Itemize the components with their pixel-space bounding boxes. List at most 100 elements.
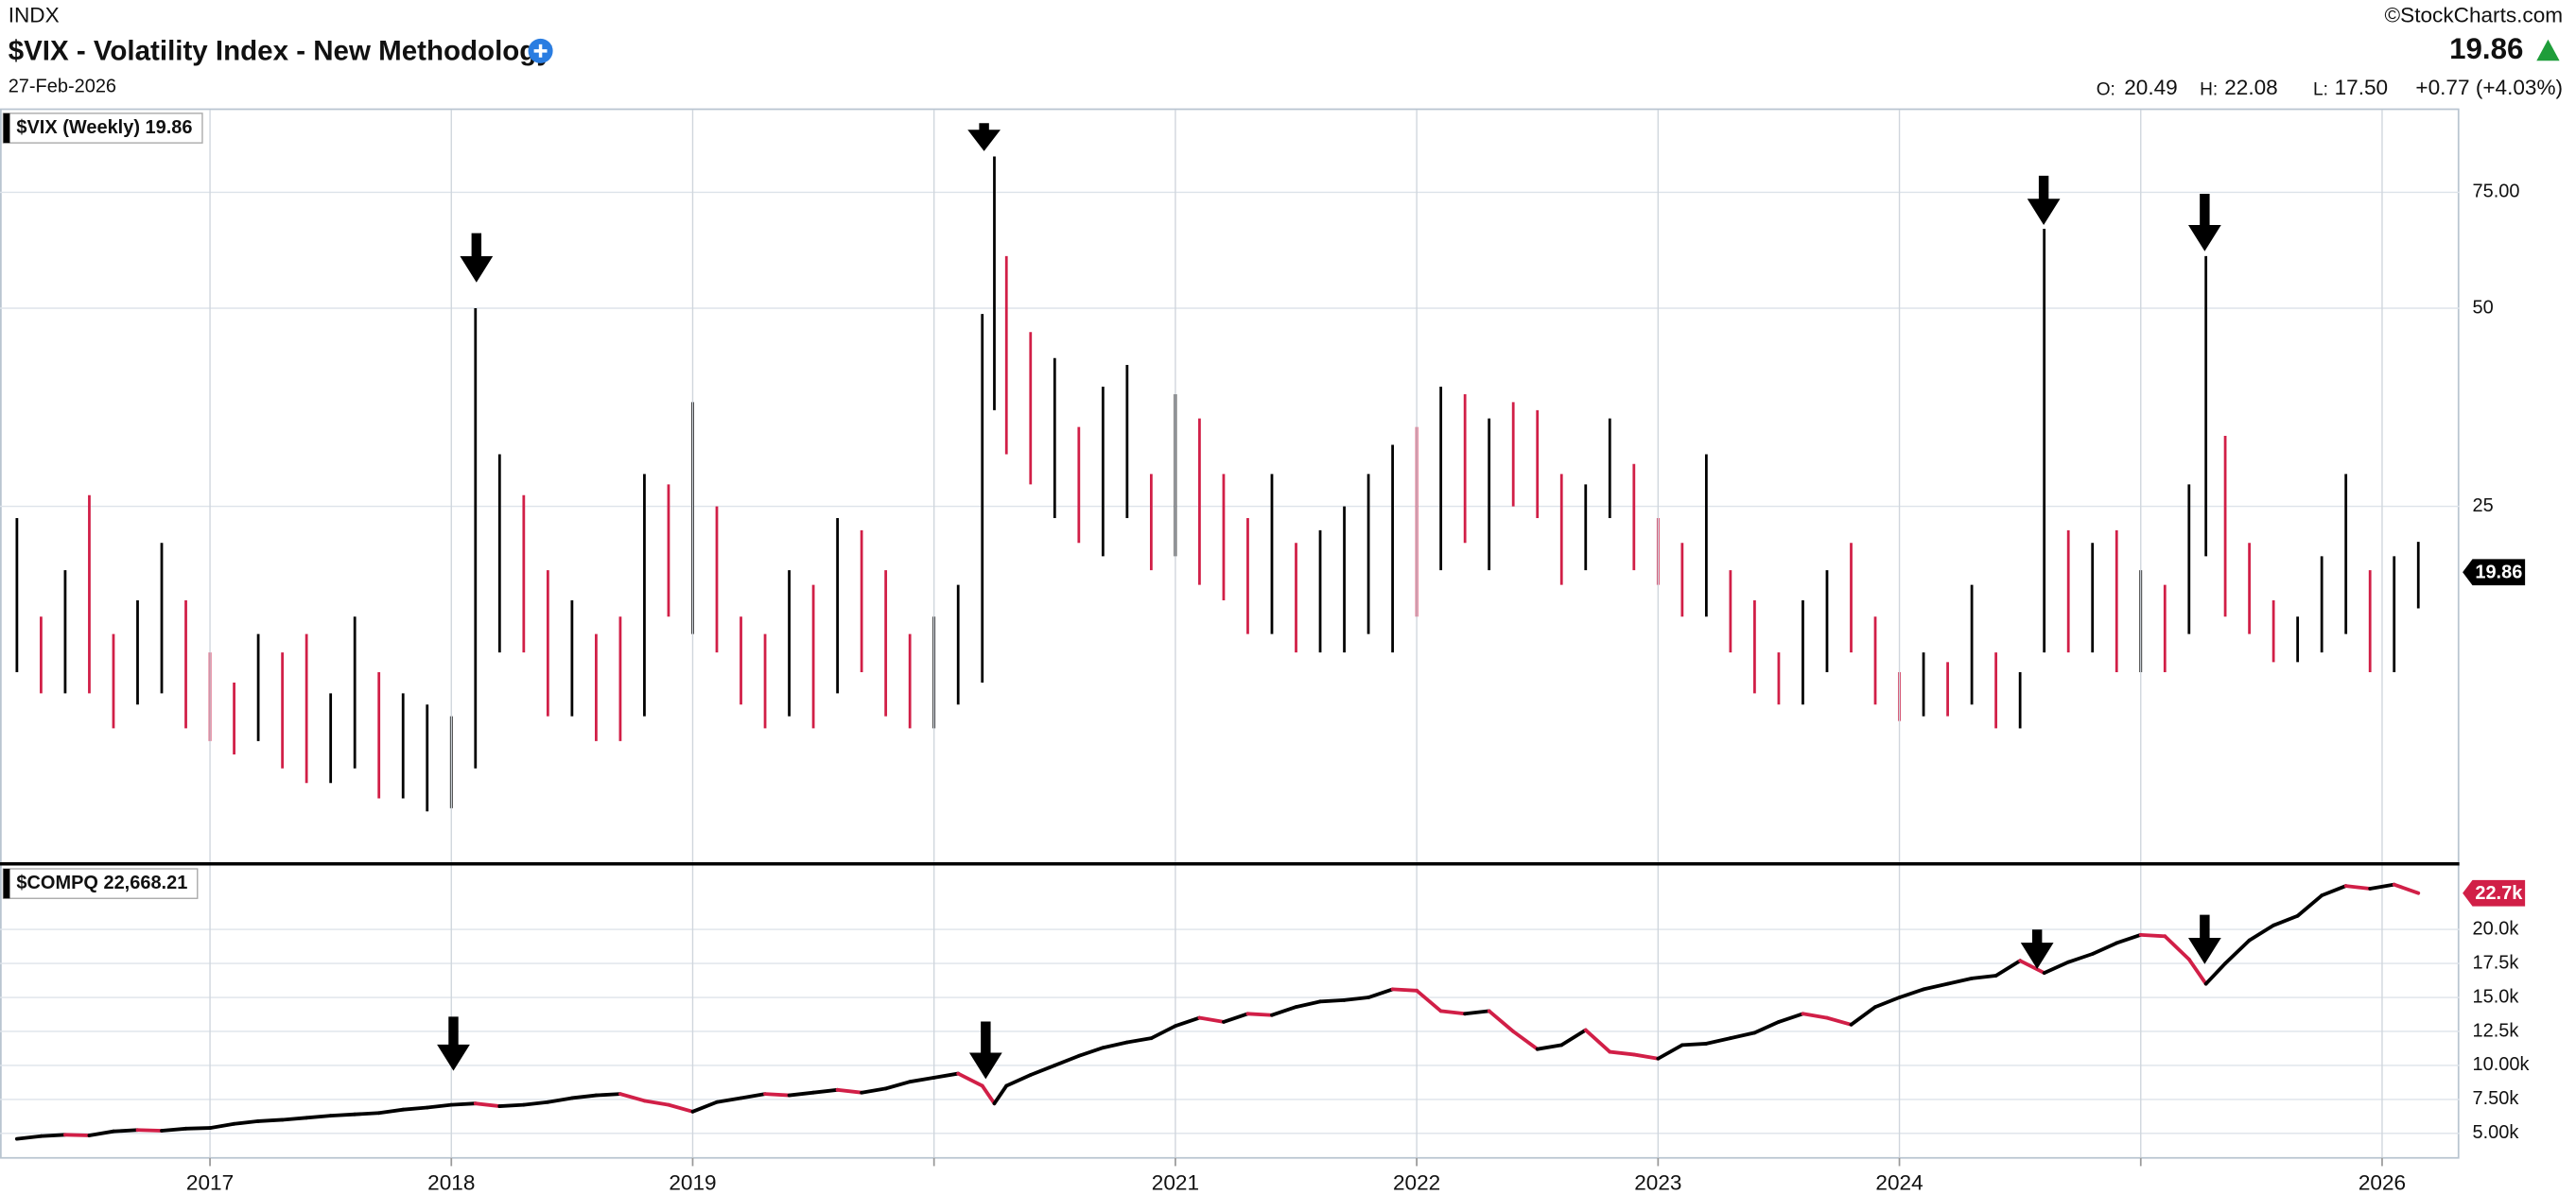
line-segment <box>1463 1009 1491 1016</box>
last-value-flag <box>2463 879 2526 907</box>
high-value: 22.08 <box>2224 76 2278 99</box>
line-segment <box>401 1105 429 1112</box>
line-segment <box>1704 1036 1732 1046</box>
last-price: 19.86 <box>2449 32 2523 65</box>
line-segment <box>1173 1015 1202 1029</box>
line-segment <box>1101 1040 1129 1050</box>
line-segment <box>256 1117 285 1123</box>
arrow <box>460 233 494 283</box>
panel-title-box <box>2 868 199 899</box>
line-segment <box>521 1100 550 1107</box>
line-segment <box>425 1102 454 1110</box>
panel-title: $VIX (Weekly) 19.86 <box>16 117 192 138</box>
y-tick-label: 75.00 <box>2473 182 2520 202</box>
line-segment <box>160 1126 188 1133</box>
line-segment <box>1752 1020 1781 1035</box>
line-segment <box>1342 996 1370 1002</box>
line-segment <box>1993 959 2023 978</box>
change: +0.77 (+4.03%) <box>2415 76 2563 99</box>
line-segment <box>1608 1049 1636 1057</box>
brand: ©StockCharts.com <box>2385 3 2564 26</box>
line-segment <box>1294 999 1322 1010</box>
line-segment <box>2138 932 2167 939</box>
line-segment <box>1970 974 1998 980</box>
line-segment <box>1415 988 1443 1013</box>
line-segment <box>2320 884 2348 898</box>
y-tick-label: 7.50k <box>2473 1088 2520 1109</box>
line-segment <box>690 1100 719 1114</box>
line-segment <box>715 1096 743 1104</box>
line-segment <box>1777 1012 1805 1024</box>
line-segment <box>908 1075 936 1084</box>
open-label: O: <box>2097 80 2115 100</box>
line-segment <box>14 1134 44 1141</box>
line-segment <box>1656 1043 1684 1061</box>
panel-title-marker <box>3 868 10 899</box>
y-tick-label: 15.0k <box>2473 986 2520 1007</box>
line-segment <box>594 1092 622 1098</box>
y-tick-label: 12.5k <box>2473 1020 2520 1041</box>
arrow <box>437 1016 470 1071</box>
line-segment <box>1801 1012 1829 1020</box>
line-segment <box>546 1096 574 1104</box>
line-segment <box>1945 976 1975 986</box>
line-segment <box>1825 1015 1854 1027</box>
y-tick-label: 50 <box>2473 297 2494 318</box>
up-triangle <box>2536 39 2560 61</box>
x-tick-label: 2023 <box>1634 1171 1681 1195</box>
panel-legend: $COMPQ 22,668.21 <box>2 868 199 899</box>
line-segment <box>1728 1030 1757 1041</box>
line-segment <box>642 1099 670 1107</box>
line-segment <box>811 1087 840 1095</box>
line-segment <box>376 1107 406 1116</box>
line-segment <box>1004 1073 1033 1088</box>
add-icon[interactable] <box>528 38 553 63</box>
line-segment <box>667 1102 695 1114</box>
line-segment <box>39 1133 67 1138</box>
line-segment <box>763 1092 792 1098</box>
panel-title: $COMPQ 22,668.21 <box>16 873 187 893</box>
arrow <box>2187 914 2221 964</box>
x-tick-label: 2026 <box>2358 1171 2406 1195</box>
line-segment <box>87 1129 115 1137</box>
line-segment <box>2186 957 2208 986</box>
arrow <box>2187 193 2221 251</box>
line-segment <box>1897 987 1925 999</box>
plot-frame <box>0 108 2460 1159</box>
y-tick-label: 17.5k <box>2473 952 2520 973</box>
panel-title-marker <box>3 113 10 144</box>
x-tick-label: 2021 <box>1152 1171 1199 1195</box>
line-segment <box>883 1080 913 1091</box>
line-segment <box>1270 1005 1298 1017</box>
line-segment <box>2090 941 2119 956</box>
x-tick-label: 2022 <box>1393 1171 1440 1195</box>
low-label: L: <box>2313 80 2328 100</box>
date: 27-Feb-2026 <box>9 76 116 96</box>
arrow <box>2020 929 2054 969</box>
line-segment <box>1197 1015 1226 1024</box>
line-segment <box>980 1083 997 1106</box>
y-tick-label: 5.00k <box>2473 1122 2520 1143</box>
x-tick-label: 2024 <box>1875 1171 1923 1195</box>
line-segment <box>280 1116 309 1122</box>
line-segment <box>1124 1036 1154 1045</box>
line-segment <box>1366 987 1395 999</box>
line-segment <box>2203 961 2227 986</box>
exchange: INDX <box>9 3 60 26</box>
open-value: 20.49 <box>2124 76 2178 99</box>
line-segment <box>2392 882 2421 895</box>
line-segment <box>1583 1028 1612 1054</box>
last-value-label: 22.7k <box>2475 883 2523 904</box>
y-tick-label: 10.00k <box>2473 1054 2531 1075</box>
line-segment <box>931 1071 961 1080</box>
line-segment <box>1149 1024 1177 1041</box>
line-segment <box>739 1092 767 1100</box>
arrow <box>967 123 1001 151</box>
line-segment <box>1028 1064 1057 1077</box>
plot-area: 25 50 75.00 19.86 $VIX (Weekly) 19.86 5.00k 7.… <box>0 110 2531 1195</box>
line-segment <box>2343 884 2373 891</box>
x-tick-label: 2018 <box>427 1171 475 1195</box>
line-segment <box>1559 1028 1588 1048</box>
low-value: 17.50 <box>2335 76 2389 99</box>
